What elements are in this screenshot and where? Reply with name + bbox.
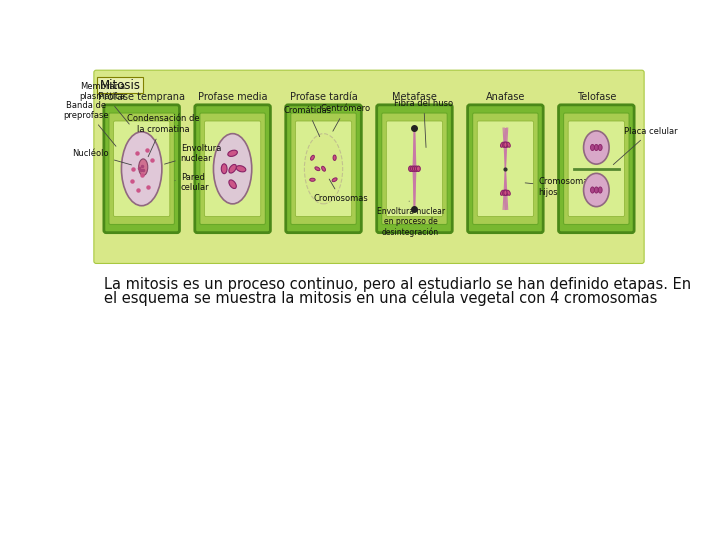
Text: Anafase: Anafase [486, 92, 525, 102]
Ellipse shape [584, 131, 609, 164]
FancyBboxPatch shape [114, 121, 170, 217]
Ellipse shape [315, 167, 320, 171]
Ellipse shape [507, 190, 510, 195]
Ellipse shape [213, 133, 252, 204]
Text: Placa celular: Placa celular [613, 127, 678, 165]
Text: Profase temprana: Profase temprana [98, 92, 185, 102]
Ellipse shape [409, 166, 413, 171]
Ellipse shape [584, 173, 609, 207]
Text: Metafase: Metafase [392, 92, 437, 102]
FancyBboxPatch shape [291, 113, 356, 225]
Ellipse shape [333, 155, 336, 160]
FancyBboxPatch shape [295, 121, 351, 217]
FancyBboxPatch shape [195, 105, 271, 233]
Text: Telofase: Telofase [577, 92, 616, 102]
Text: Cromosomas: Cromosomas [313, 179, 368, 203]
Ellipse shape [322, 166, 325, 171]
Ellipse shape [305, 133, 343, 204]
FancyBboxPatch shape [467, 105, 543, 233]
Ellipse shape [415, 166, 418, 171]
Ellipse shape [416, 166, 420, 171]
Text: La mitosis es un proceso continuo, pero al estudiarlo se han definido etapas. En: La mitosis es un proceso continuo, pero … [104, 276, 691, 292]
Ellipse shape [595, 144, 598, 151]
Ellipse shape [504, 142, 507, 147]
Ellipse shape [590, 144, 595, 151]
Ellipse shape [410, 166, 415, 171]
FancyBboxPatch shape [387, 121, 443, 217]
FancyBboxPatch shape [472, 113, 538, 225]
Ellipse shape [500, 190, 504, 195]
Ellipse shape [505, 190, 508, 195]
Text: Centrómero: Centrómero [320, 104, 370, 131]
Text: Fibra del huso: Fibra del huso [395, 99, 454, 147]
Text: Profase media: Profase media [198, 92, 267, 102]
FancyBboxPatch shape [109, 113, 174, 225]
Ellipse shape [505, 142, 508, 147]
FancyBboxPatch shape [97, 77, 143, 92]
FancyBboxPatch shape [382, 113, 447, 225]
Ellipse shape [598, 187, 602, 193]
Ellipse shape [310, 178, 315, 181]
Ellipse shape [507, 142, 510, 147]
FancyBboxPatch shape [477, 121, 534, 217]
Text: Envoltura nuclear
en proceso de
desintegración: Envoltura nuclear en proceso de desinteg… [377, 201, 445, 237]
Text: Profase tardía: Profase tardía [289, 92, 357, 102]
Text: Pared
celular: Pared celular [175, 173, 210, 192]
FancyBboxPatch shape [559, 105, 634, 233]
Text: Cromátidas: Cromátidas [284, 106, 332, 137]
Ellipse shape [590, 187, 595, 193]
Text: el esquema se muestra la mitosis en una célula vegetal con 4 cromosomas: el esquema se muestra la mitosis en una … [104, 291, 657, 306]
FancyBboxPatch shape [104, 105, 179, 233]
Ellipse shape [122, 132, 162, 206]
Text: Banda de
preprofase: Banda de preprofase [63, 100, 116, 146]
FancyBboxPatch shape [568, 121, 624, 217]
Ellipse shape [221, 164, 227, 174]
FancyBboxPatch shape [200, 113, 266, 225]
Ellipse shape [332, 178, 337, 181]
Ellipse shape [236, 166, 246, 172]
Ellipse shape [229, 165, 236, 173]
Ellipse shape [598, 144, 602, 151]
Text: Mitosis: Mitosis [100, 79, 140, 92]
Text: Condensación de
la cromatina: Condensación de la cromatina [127, 114, 199, 157]
Ellipse shape [504, 190, 507, 195]
Ellipse shape [500, 142, 504, 147]
Ellipse shape [228, 150, 238, 157]
FancyBboxPatch shape [286, 105, 361, 233]
Ellipse shape [139, 159, 148, 176]
Ellipse shape [310, 156, 315, 160]
FancyBboxPatch shape [204, 121, 261, 217]
Ellipse shape [503, 142, 506, 147]
Ellipse shape [503, 190, 506, 195]
Ellipse shape [229, 180, 236, 188]
Ellipse shape [413, 166, 416, 171]
Text: Envoltura
nuclear: Envoltura nuclear [165, 144, 221, 164]
Ellipse shape [595, 187, 598, 193]
Text: Membrana
plasmática: Membrana plasmática [80, 82, 130, 124]
Text: Nucléolo: Nucléolo [72, 149, 132, 165]
FancyBboxPatch shape [94, 70, 644, 264]
FancyBboxPatch shape [377, 105, 452, 233]
Text: Cromosomas
hijos: Cromosomas hijos [525, 177, 593, 197]
FancyBboxPatch shape [564, 113, 629, 225]
